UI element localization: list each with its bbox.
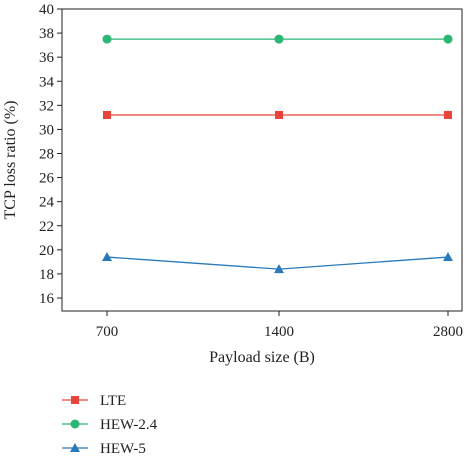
- y-tick-label: 24: [39, 195, 55, 211]
- y-axis-label: TCP loss ratio (%): [2, 101, 19, 220]
- legend-item: HEW-5: [62, 441, 146, 457]
- y-tick-label: 38: [39, 26, 54, 42]
- x-tick-label: 700: [96, 324, 119, 340]
- y-tick-label: 18: [39, 267, 54, 283]
- series-lte: [103, 110, 452, 119]
- data-point: [444, 110, 452, 119]
- y-axis: 16 18 20 22 24 26 28 30 32 34 36 38 40: [39, 2, 62, 307]
- series-hew-5: [102, 252, 453, 274]
- data-point: [443, 252, 453, 262]
- y-tick-label: 34: [39, 74, 55, 90]
- y-tick-label: 30: [39, 122, 54, 138]
- series-hew-2-4: [102, 34, 453, 44]
- legend-label: LTE: [100, 393, 126, 409]
- legend-item: LTE: [62, 393, 126, 409]
- y-tick-label: 16: [39, 291, 55, 307]
- legend-item: HEW-2.4: [62, 417, 158, 433]
- x-tick-label: 1400: [264, 324, 294, 340]
- y-tick-label: 26: [39, 171, 55, 187]
- data-point: [103, 110, 111, 119]
- y-tick-label: 22: [39, 219, 54, 235]
- legend-label: HEW-2.4: [100, 417, 158, 433]
- data-point: [274, 34, 284, 44]
- legend-marker: [70, 419, 80, 429]
- y-tick-label: 20: [39, 243, 54, 259]
- plot-frame: [61, 8, 463, 312]
- data-point: [275, 110, 283, 119]
- legend-label: HEW-5: [100, 441, 146, 457]
- legend: LTE HEW-2.4 HEW-5: [62, 393, 158, 457]
- legend-marker: [70, 443, 80, 452]
- x-axis: 700 1400 2800: [96, 311, 463, 340]
- y-tick-label: 40: [39, 2, 54, 18]
- data-point: [443, 34, 453, 44]
- y-tick-label: 28: [39, 147, 54, 163]
- data-point: [102, 252, 112, 262]
- legend-marker: [71, 396, 79, 404]
- y-tick-label: 36: [39, 50, 55, 66]
- x-tick-label: 2800: [433, 324, 463, 340]
- series-layer: [102, 34, 453, 274]
- x-axis-label: Payload size (B): [209, 349, 315, 366]
- data-point: [102, 34, 112, 44]
- data-point: [274, 264, 284, 274]
- y-tick-label: 32: [39, 98, 54, 114]
